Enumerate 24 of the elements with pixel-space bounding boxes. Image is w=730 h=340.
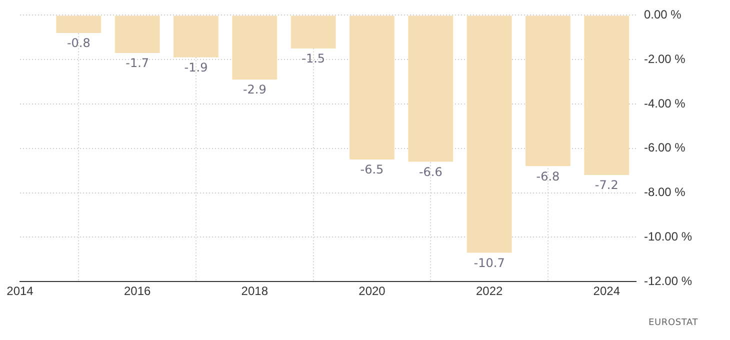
- x-tick-label: 2018: [241, 284, 268, 298]
- text: EUROSTAT: [648, 318, 698, 328]
- y-tick-label: -8.00 %: [644, 185, 686, 200]
- data-label: -1.9: [184, 60, 208, 75]
- data-label: -6.5: [360, 162, 384, 177]
- x-tick-label: 2014: [6, 284, 34, 298]
- y-tick-label: -4.00 %: [644, 96, 686, 110]
- data-label: -1.7: [126, 56, 150, 70]
- y-tick-label: -12.00 %: [644, 274, 692, 288]
- data-label: -2.9: [242, 82, 266, 97]
- y-tick-label: -2.00 %: [644, 52, 686, 66]
- data-label: -7.2: [594, 178, 618, 192]
- y-tick-label: -6.00 %: [644, 140, 686, 155]
- data-label: -6.6: [418, 164, 442, 179]
- x-tick-label: 2016: [124, 284, 151, 298]
- y-tick-label: 0.00 %: [644, 8, 682, 22]
- data-label: -1.5: [302, 52, 326, 66]
- data-label: -10.7: [474, 256, 505, 270]
- x-tick-label: 2022: [476, 284, 503, 298]
- y-tick-label: -10.00 %: [644, 230, 692, 244]
- data-label: -0.8: [66, 36, 90, 50]
- x-tick-label: 2024: [593, 284, 620, 298]
- data-label: -6.8: [536, 169, 560, 184]
- x-tick-label: 2020: [358, 284, 386, 298]
